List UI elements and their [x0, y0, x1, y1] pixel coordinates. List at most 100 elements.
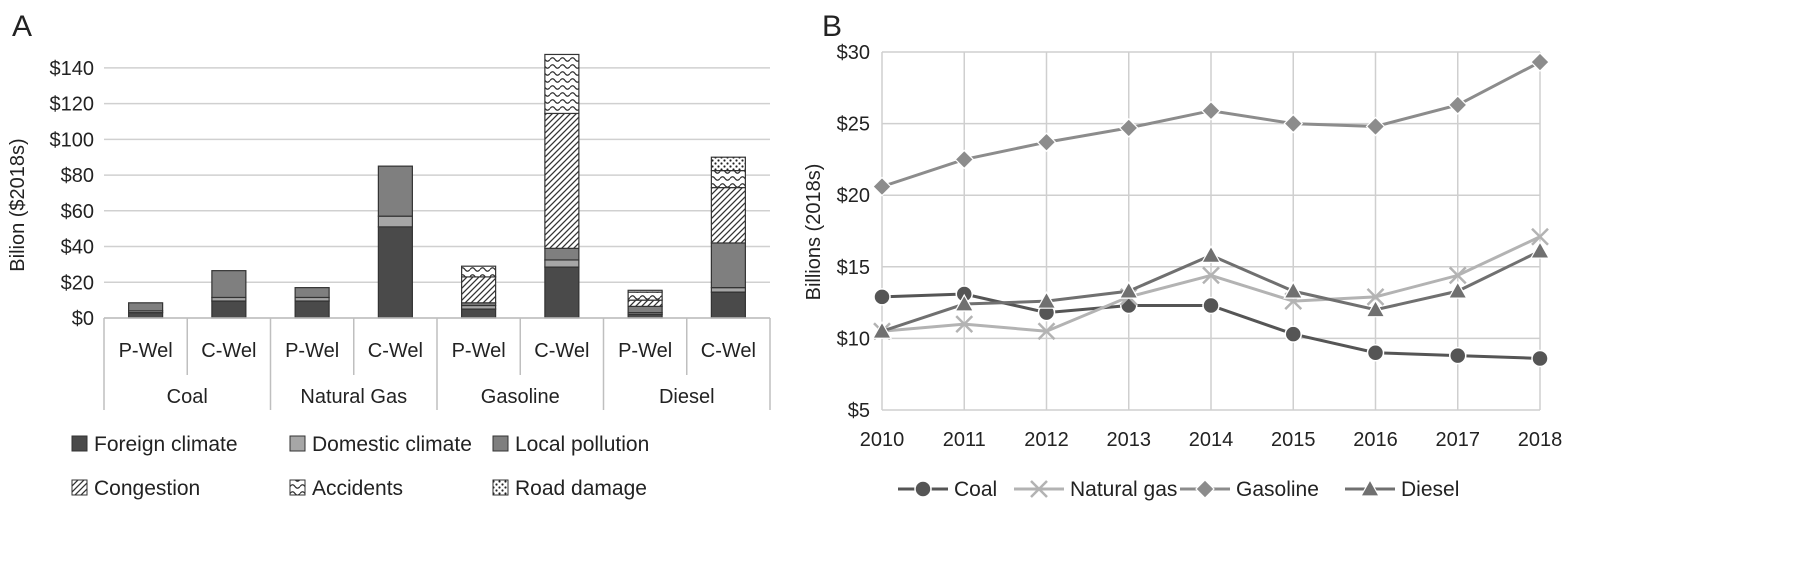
- x-tick-label: 2014: [1189, 429, 1234, 451]
- legend-marker: [1195, 479, 1215, 499]
- legend-swatch: [71, 435, 88, 452]
- bar-segment: [211, 300, 247, 319]
- bar-segment: [710, 156, 746, 172]
- panel-a-x-axis: P-Wel C-Wel P-Wel C-Wel P-Wel C-Wel P-Wel C-Wel…: [103, 317, 771, 410]
- panel-b: B Billions (2018s) $5 $10 $15 $20 $25 $30 2010…: [803, 10, 1562, 501]
- data-point: [871, 321, 893, 339]
- legend-swatch: [289, 435, 306, 452]
- data-point: [1447, 95, 1468, 115]
- data-point: [1529, 240, 1551, 259]
- bar-segment: [294, 300, 330, 319]
- data-point: [1366, 287, 1385, 306]
- legend-label: Diesel: [1401, 478, 1459, 501]
- data-point: [1365, 116, 1386, 137]
- data-point: [954, 293, 975, 312]
- x-group-label: Diesel: [659, 386, 715, 408]
- x-tick-label: 2011: [943, 429, 986, 451]
- x-tick-label: 2017: [1436, 429, 1481, 451]
- panel-a-label: A: [12, 10, 32, 43]
- bar-segment: [294, 287, 330, 299]
- x-tick-label: P-Wel: [618, 340, 672, 362]
- legend-swatch: [492, 435, 509, 452]
- legend-swatch: [289, 479, 306, 496]
- x-group-label: Natural Gas: [300, 386, 407, 408]
- legend-label: Road damage: [515, 477, 647, 500]
- y-tick-label: $20: [61, 272, 94, 294]
- bar-segment: [710, 170, 746, 189]
- y-tick-label: $0: [72, 308, 94, 330]
- data-point: [1366, 343, 1385, 362]
- data-point: [1201, 100, 1221, 121]
- panel-a: A Bilion ($2018s) $0 $20 $40 $60 $80 $100 $120…: [7, 10, 771, 500]
- bar-segment: [461, 265, 497, 278]
- x-tick-label: P-Wel: [452, 340, 506, 362]
- bar-segment: [627, 299, 663, 307]
- data-point: [1036, 290, 1057, 309]
- y-tick-label: $30: [837, 42, 870, 64]
- panel-a-bars: [128, 53, 746, 319]
- bar-segment: [710, 186, 746, 244]
- bar-segment: [461, 308, 497, 319]
- x-tick-label: P-Wel: [285, 340, 339, 362]
- bar-segment: [128, 312, 164, 319]
- bar-segment: [544, 259, 580, 268]
- panel-b-y-axis-label: Billions (2018s): [803, 164, 825, 301]
- legend-label: Local pollution: [515, 433, 649, 456]
- y-tick-label: $5: [848, 400, 870, 422]
- bar-segment: [377, 215, 413, 228]
- data-point: [1283, 280, 1304, 299]
- bar-segment: [627, 291, 663, 301]
- legend-marker: [914, 480, 932, 498]
- legend-label: Accidents: [312, 477, 403, 500]
- x-tick-label: C-Wel: [201, 340, 256, 362]
- data-point: [1284, 325, 1302, 343]
- panel-a-y-ticks: $0 $20 $40 $60 $80 $100 $120 $140: [50, 58, 95, 330]
- legend-marker: [1359, 478, 1381, 497]
- y-tick-label: $10: [837, 328, 870, 350]
- panel-b-label: B: [822, 10, 842, 43]
- panel-b-legend: Coal Natural gas Gasoline Diesel: [898, 478, 1459, 501]
- data-point: [955, 315, 974, 333]
- panel-a-y-axis-label: Bilion ($2018s): [7, 138, 29, 271]
- x-tick-label: C-Wel: [701, 340, 756, 362]
- legend-label: Coal: [954, 478, 997, 501]
- x-tick-label: C-Wel: [534, 340, 589, 362]
- bar-segment: [544, 247, 580, 261]
- bar-segment: [461, 276, 497, 304]
- y-tick-label: $120: [50, 94, 95, 116]
- panel-a-legend: Foreign climate Domestic climate Local pol…: [71, 433, 649, 500]
- legend-swatch: [492, 479, 509, 496]
- bar-segment: [544, 53, 580, 115]
- y-tick-label: $80: [61, 165, 94, 187]
- legend-marker: [1030, 480, 1048, 498]
- x-tick-label: 2015: [1271, 429, 1316, 451]
- legend-label: Foreign climate: [94, 433, 238, 456]
- data-point: [1118, 280, 1139, 299]
- bar-segment: [710, 287, 746, 293]
- bar-segment: [377, 165, 413, 217]
- panel-b-ticks: $5 $10 $15 $20 $25 $30 2010 2011 2012 2013 2014 201…: [837, 42, 1563, 451]
- bar-segment: [128, 302, 164, 312]
- panel-b-lines: [871, 52, 1551, 368]
- data-point: [873, 288, 891, 306]
- data-point: [1118, 118, 1139, 138]
- data-point: [1365, 299, 1386, 318]
- y-tick-label: $40: [61, 237, 94, 259]
- data-point: [1036, 132, 1057, 153]
- legend-label: Domestic climate: [312, 433, 472, 456]
- x-tick-label: C-Wel: [368, 340, 423, 362]
- data-point: [1449, 346, 1467, 365]
- y-tick-label: $15: [837, 257, 870, 279]
- y-tick-label: $60: [61, 201, 94, 223]
- panel-a-gridlines: [104, 67, 770, 319]
- y-tick-label: $140: [50, 58, 95, 80]
- data-point: [1202, 296, 1220, 315]
- data-point: [1531, 227, 1549, 246]
- x-tick-label: 2012: [1024, 429, 1069, 451]
- data-point: [1531, 349, 1549, 368]
- data-point: [1202, 266, 1220, 285]
- legend-label: Congestion: [94, 477, 200, 500]
- legend-swatch: [71, 479, 88, 496]
